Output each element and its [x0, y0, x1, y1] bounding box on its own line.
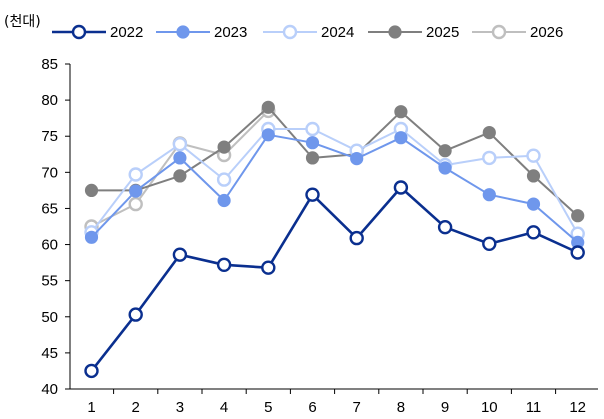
x-tick-label: 5 — [264, 399, 272, 416]
data-point — [217, 140, 231, 154]
x-tick-label: 2 — [132, 399, 140, 416]
x-tick-label: 4 — [220, 399, 228, 416]
data-point — [173, 169, 187, 183]
x-tick-label: 9 — [441, 399, 449, 416]
x-tick-label: 11 — [526, 399, 542, 416]
data-point — [305, 187, 320, 202]
legend-marker — [491, 24, 507, 40]
legend-label: 2026 — [530, 24, 563, 41]
legend-item-2024: 2024 — [263, 24, 354, 41]
data-point — [394, 131, 408, 145]
data-point — [437, 219, 453, 235]
data-point — [349, 230, 364, 246]
x-tick-label: 6 — [308, 399, 316, 416]
series-line — [91, 106, 579, 217]
data-point — [216, 257, 232, 272]
legend-item-2026: 2026 — [472, 24, 563, 41]
data-point — [394, 105, 408, 119]
x-tick-label: 8 — [397, 399, 405, 416]
data-point — [482, 126, 496, 140]
y-tick-label: 40 — [41, 381, 58, 398]
data-point — [128, 167, 143, 182]
data-point — [438, 144, 452, 158]
data-point — [172, 247, 188, 262]
data-point — [305, 136, 320, 150]
data-point — [305, 121, 320, 137]
data-point — [172, 136, 188, 152]
data-point — [350, 152, 364, 166]
legend-label: 2022 — [110, 24, 143, 41]
data-point — [526, 148, 541, 163]
y-tick-label: 55 — [41, 273, 58, 290]
x-tick-label: 7 — [353, 399, 361, 416]
data-point — [217, 193, 231, 208]
x-tick-label: 10 — [481, 399, 498, 416]
series-2022 — [84, 180, 585, 379]
data-point — [216, 172, 232, 187]
data-point — [526, 169, 541, 183]
legend-label: 2023 — [214, 24, 247, 41]
legend-item-2023: 2023 — [156, 24, 247, 41]
series-2023 — [84, 128, 585, 249]
series-line — [90, 133, 579, 244]
x-tick-label: 1 — [87, 399, 95, 416]
y-tick-label: 80 — [41, 92, 58, 109]
legend-item-2025: 2025 — [368, 24, 459, 41]
data-point — [482, 150, 497, 166]
data-point — [438, 161, 452, 175]
data-point — [261, 128, 275, 142]
y-tick-label: 70 — [41, 164, 58, 181]
series-line — [90, 128, 579, 235]
x-tick-label: 3 — [176, 399, 184, 416]
data-point — [526, 197, 541, 211]
legend: 2022 2023 2024 2025 2026 — [52, 24, 563, 41]
data-point — [482, 236, 497, 252]
legend-item-2022: 2022 — [52, 24, 143, 41]
data-point — [128, 196, 143, 212]
data-point — [261, 260, 276, 275]
data-point — [261, 100, 275, 114]
data-point — [570, 245, 585, 260]
y-tick-label: 50 — [41, 309, 58, 326]
data-point — [173, 151, 187, 165]
series-2025 — [84, 100, 585, 223]
data-point — [84, 183, 99, 197]
y-tick-label: 45 — [41, 345, 58, 362]
plot-area — [84, 100, 585, 379]
data-point — [305, 151, 320, 165]
data-point — [526, 225, 541, 240]
legend-label: 2024 — [321, 24, 354, 41]
legend-label: 2025 — [426, 24, 459, 41]
legend-marker — [388, 25, 402, 39]
data-point — [84, 230, 99, 244]
y-tick-label: 60 — [41, 237, 58, 254]
y-tick-label: 85 — [41, 56, 58, 73]
y-tick-label: 65 — [41, 200, 58, 217]
data-point — [84, 363, 99, 379]
data-point — [482, 188, 496, 202]
unit-label: (천대) — [4, 14, 41, 30]
data-point — [571, 209, 585, 223]
series-line — [90, 186, 579, 372]
data-point — [128, 307, 143, 322]
data-point — [393, 180, 409, 195]
y-tick-label: 75 — [41, 128, 58, 145]
x-tick-label: 12 — [569, 399, 586, 416]
legend-marker — [176, 25, 190, 39]
data-point — [129, 184, 143, 198]
legend-marker — [282, 24, 298, 40]
legend-marker — [71, 24, 87, 40]
